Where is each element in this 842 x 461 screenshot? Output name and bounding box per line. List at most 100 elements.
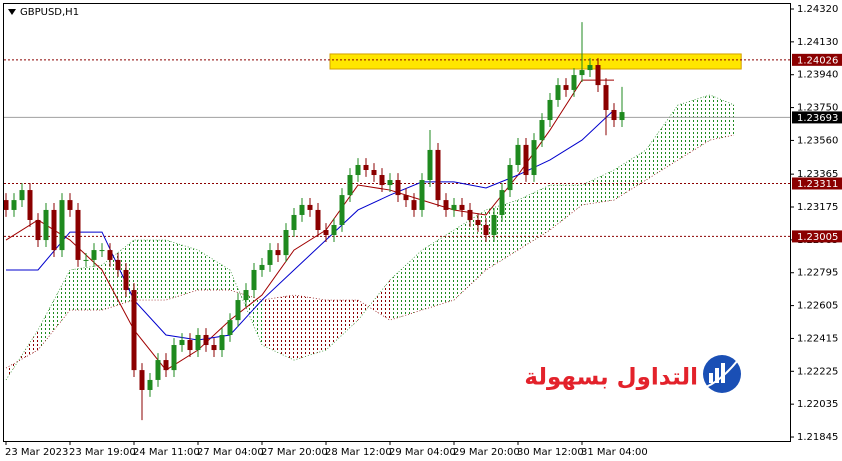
candle-body	[19, 190, 25, 201]
candle-body	[555, 85, 561, 100]
candle-body	[107, 250, 113, 260]
candle-body	[211, 345, 217, 351]
y-tick-label: 1.22415	[797, 333, 838, 344]
candle-body	[467, 209, 473, 220]
cloud-fill	[198, 250, 230, 291]
candle-body	[99, 250, 105, 252]
candle-body	[179, 340, 185, 346]
candle-body	[595, 65, 601, 86]
cloud-fill	[422, 230, 454, 311]
logo: التداول بسهولة	[524, 355, 741, 393]
candle-body	[163, 360, 169, 371]
candle-body	[267, 250, 273, 265]
x-tick-label: 29 Mar 04:00	[389, 447, 456, 458]
candle-body	[75, 209, 81, 260]
candle-body	[51, 209, 57, 251]
candle-body	[219, 334, 225, 351]
candle-body	[363, 164, 369, 171]
candle-body	[139, 370, 145, 390]
candle-body	[611, 109, 617, 121]
y-tick-label: 1.23750	[797, 103, 838, 114]
cloud-span	[5, 94, 735, 381]
y-tick-label: 1.22605	[797, 301, 838, 312]
candle-body	[379, 175, 385, 186]
chart-title: GBPUSD,H1	[20, 7, 79, 18]
level-label-box	[792, 53, 842, 66]
x-tick-label: 30 Mar 12:00	[517, 447, 584, 458]
candle-body	[539, 120, 545, 141]
candle-body	[491, 214, 497, 236]
level-label: 1.23311	[797, 179, 838, 190]
watermark: التداول بسهولة	[524, 365, 698, 391]
candle-body	[403, 195, 409, 201]
candle-body	[531, 140, 537, 176]
cloud-fill	[518, 185, 550, 251]
candle-body	[499, 190, 505, 215]
candle-body	[251, 269, 257, 291]
logo-bar	[721, 363, 725, 383]
candle-body	[35, 219, 41, 241]
y-tick-label: 1.23560	[797, 135, 838, 146]
candle-body	[83, 259, 89, 261]
candle-body	[579, 70, 585, 76]
candle-body	[147, 379, 153, 390]
y-tick-label: 1.22225	[797, 366, 838, 377]
candle-body	[387, 180, 393, 186]
menu-arrow	[8, 9, 16, 15]
candle-body	[259, 264, 265, 270]
candle-body	[371, 170, 377, 176]
logo-bar	[715, 368, 719, 383]
cloud-fill	[294, 295, 326, 361]
candle-body	[291, 214, 297, 231]
cloud-fill	[326, 300, 358, 351]
candle-body	[283, 230, 289, 256]
y-tick-label: 1.22035	[797, 399, 838, 410]
candle-body	[235, 300, 241, 321]
candle-body	[171, 345, 177, 371]
cloud-fill	[582, 170, 614, 205]
candle-body	[227, 320, 233, 335]
candle-body	[3, 200, 9, 210]
candle-body	[451, 204, 457, 210]
candle-body	[419, 180, 425, 210]
x-tick-label: 23 Mar 19:00	[69, 447, 136, 458]
candle-body	[459, 204, 465, 210]
x-tick-label: 31 Mar 04:00	[581, 447, 648, 458]
logo-bar	[709, 373, 713, 383]
candle-body	[323, 230, 329, 236]
candle-body	[11, 200, 17, 210]
level-label: 1.23005	[797, 232, 838, 243]
candle-body	[331, 224, 337, 236]
y-tick-label: 1.24130	[797, 37, 838, 48]
candle-body	[587, 65, 593, 71]
candle-body	[507, 164, 513, 191]
candle-body	[115, 259, 121, 270]
candle-body	[299, 204, 305, 215]
candle-body	[315, 209, 321, 231]
candle-body	[547, 99, 553, 121]
cloud-fill	[262, 295, 294, 361]
indicator-line	[6, 109, 615, 341]
cloud-fill	[70, 264, 102, 311]
candle-body	[475, 219, 481, 225]
candle-body	[443, 200, 449, 210]
candle-body	[411, 200, 417, 210]
x-tick-label: 23 Mar 2023	[5, 447, 68, 458]
x-tick-label: 27 Mar 20:00	[261, 447, 328, 458]
candle-body	[435, 149, 441, 201]
candle-body	[563, 85, 569, 90]
cloud-fill	[134, 240, 166, 301]
cloud-fill	[454, 209, 486, 301]
candle-body	[571, 75, 577, 90]
x-tick-label: 29 Mar 20:00	[453, 447, 520, 458]
last-price-box	[792, 111, 842, 124]
y-tick-label: 1.22795	[797, 268, 838, 279]
x-tick-label: 27 Mar 04:00	[197, 447, 264, 458]
candle-body	[355, 164, 361, 176]
candle-body	[339, 195, 345, 225]
candle-body	[155, 360, 161, 380]
candle-body	[483, 224, 489, 236]
candle-body	[43, 209, 49, 241]
cloud-fill	[678, 94, 710, 160]
